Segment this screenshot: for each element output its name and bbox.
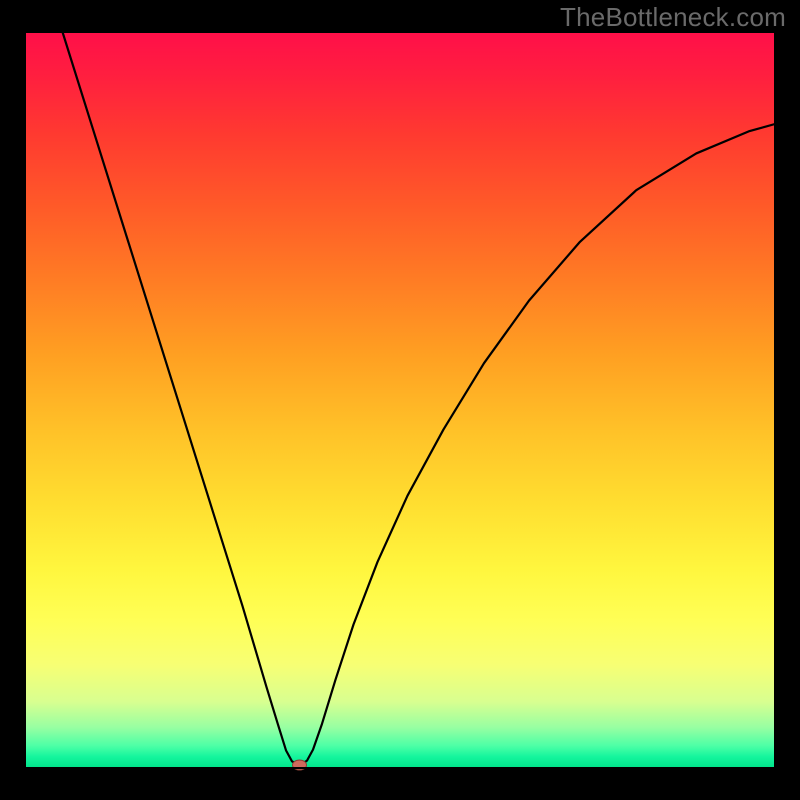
chart-stage: TheBottleneck.com [0,0,800,800]
chart-svg [0,0,800,800]
chart-background-gradient [25,32,775,768]
